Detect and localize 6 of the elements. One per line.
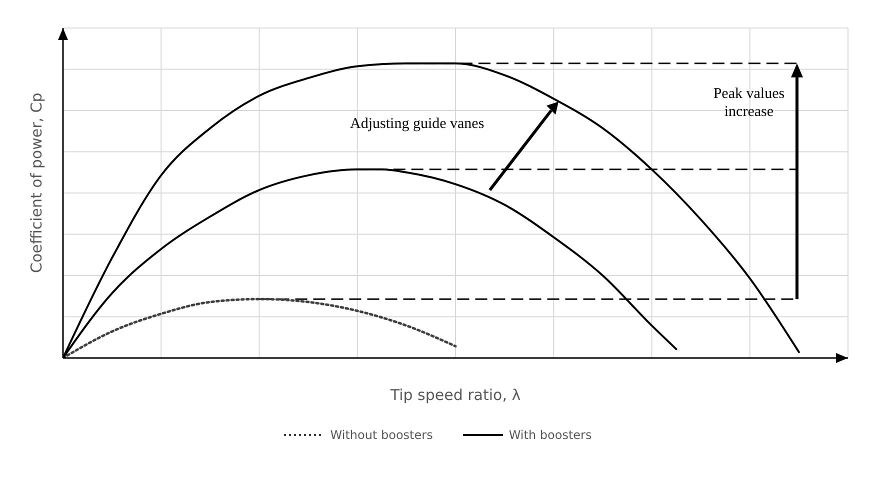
x-axis-title: Tip speed ratio, λ (389, 386, 521, 404)
annotation: Adjusting guide vanes (350, 116, 484, 132)
y-axis-title: Coefficient of power, Cp (27, 92, 46, 273)
legend-label: With boosters (508, 428, 592, 442)
annotation: Peak values increase (712, 85, 786, 122)
legend-label: Without boosters (330, 428, 433, 442)
